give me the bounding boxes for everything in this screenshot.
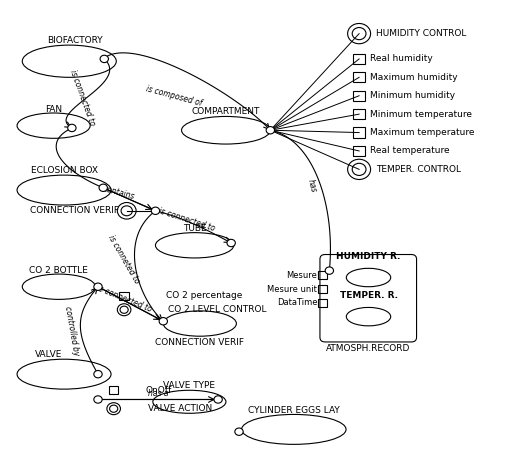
Text: HUMIDITY CONTROL: HUMIDITY CONTROL [376,29,466,38]
Text: Maximum temperature: Maximum temperature [370,128,475,137]
Circle shape [235,428,243,435]
Text: COMPARTMENT: COMPARTMENT [192,107,260,116]
Circle shape [325,267,333,274]
Circle shape [94,283,102,290]
Bar [353,146,365,156]
Text: Minimum temperature: Minimum temperature [370,110,472,119]
Text: Real temperature: Real temperature [370,146,450,156]
Bar [353,72,365,82]
Text: controlled by: controlled by [63,305,81,356]
Bar [353,91,365,101]
Text: Mesure unit: Mesure unit [267,285,317,294]
Text: TUBE: TUBE [183,224,206,233]
Text: Real humidity: Real humidity [370,55,433,63]
Text: VALVE ACTION: VALVE ACTION [148,404,212,413]
Text: Minimum humidity: Minimum humidity [370,91,455,100]
Text: TEMPER. CONTROL: TEMPER. CONTROL [376,165,461,174]
Circle shape [99,184,108,192]
Circle shape [94,370,102,378]
Bar [318,271,327,279]
Circle shape [151,207,160,214]
Circle shape [100,55,109,63]
Text: is connected to: is connected to [95,283,153,313]
Text: VALVE TYPE: VALVE TYPE [163,381,215,390]
Circle shape [68,124,76,131]
Text: is conneted to: is conneted to [107,233,142,285]
Text: FAN: FAN [45,105,62,114]
Text: CONNECTION VERIF: CONNECTION VERIF [30,206,119,215]
Text: CO 2 LEVEL CONTROL: CO 2 LEVEL CONTROL [169,305,267,314]
Text: is connected to: is connected to [158,206,216,233]
Text: CO 2 BOTTLE: CO 2 BOTTLE [29,266,88,275]
Text: CONNECTION VERIF: CONNECTION VERIF [155,338,244,347]
Text: has: has [306,178,318,193]
Bar [353,127,365,138]
Text: ATMOSPH.RECORD: ATMOSPH.RECORD [326,344,411,353]
Bar [353,109,365,119]
Text: DataTime: DataTime [277,298,317,307]
Text: OnOff: OnOff [145,386,171,395]
Circle shape [227,239,235,247]
Text: Mesure: Mesure [287,271,317,280]
Text: contains: contains [102,184,135,201]
Circle shape [159,318,167,325]
Text: CYLINDER EGGS LAY: CYLINDER EGGS LAY [248,406,340,414]
Text: is composed of: is composed of [145,84,203,107]
Bar [353,54,365,64]
Text: TEMPER. R.: TEMPER. R. [340,291,397,300]
Text: Maximum humidity: Maximum humidity [370,73,458,82]
Bar [119,292,129,300]
Circle shape [94,396,102,403]
Text: ECLOSION BOX: ECLOSION BOX [30,166,98,175]
Circle shape [214,396,222,403]
Text: is connected to: is connected to [68,69,97,127]
Text: BIOFACTORY: BIOFACTORY [47,36,102,45]
Text: VALVE: VALVE [35,350,62,359]
Bar [109,386,118,394]
Bar [318,285,327,293]
Text: HUMIDITY R.: HUMIDITY R. [337,252,401,261]
Circle shape [266,126,275,134]
Text: CO 2 percentage: CO 2 percentage [166,291,242,300]
Bar [318,299,327,307]
Text: has a: has a [148,389,169,398]
